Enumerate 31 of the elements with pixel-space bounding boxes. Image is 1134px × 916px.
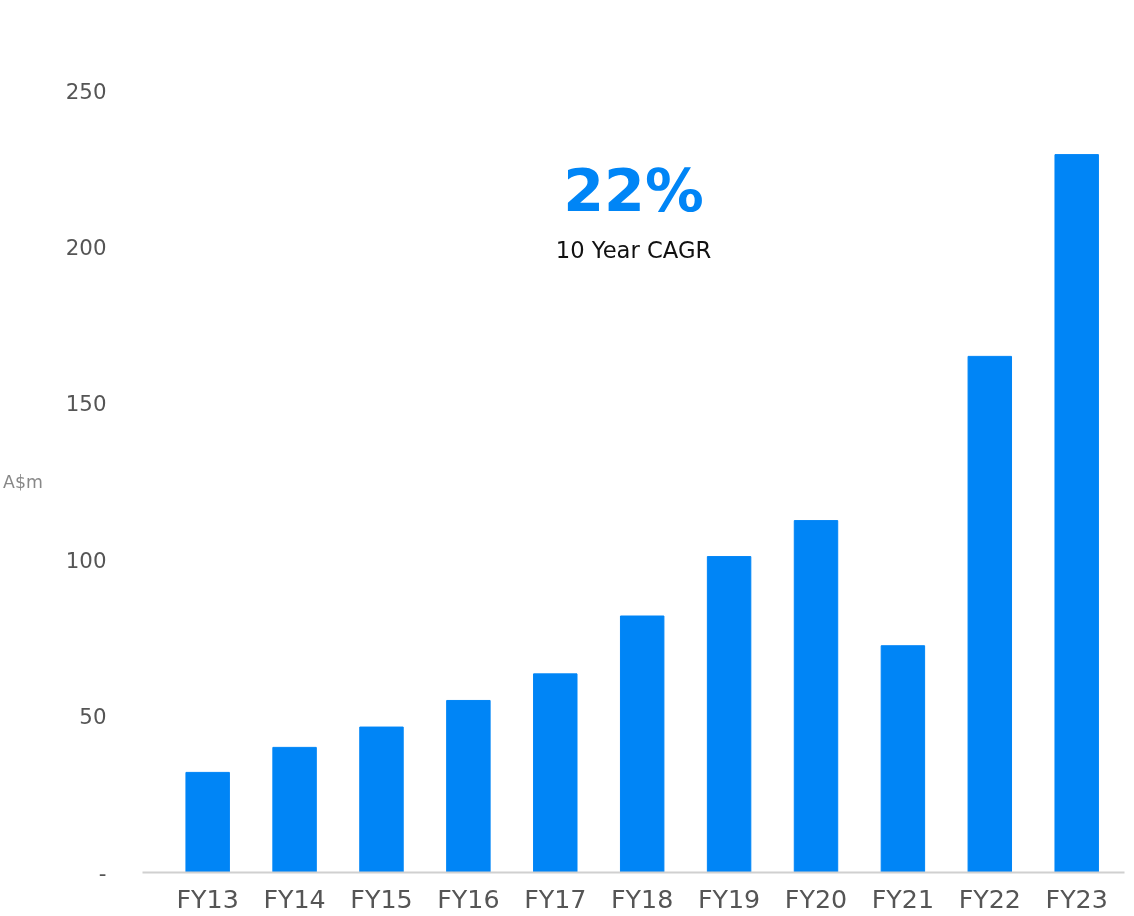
x-tick-label: FY13: [176, 883, 239, 914]
y-axis-title: A$m: [3, 471, 43, 492]
x-tick-label: FY16: [437, 883, 500, 914]
x-tick-label: FY20: [784, 883, 848, 914]
bar: [967, 355, 1013, 873]
y-tick-label: 200: [65, 234, 107, 260]
bar: [793, 520, 839, 873]
x-tick-label: FY21: [871, 883, 935, 914]
annotation: 10 Year CAGR: [555, 237, 712, 264]
x-tick-label: FY17: [524, 883, 587, 914]
x-tick-label: FY22: [958, 883, 1021, 914]
bar: [533, 673, 578, 873]
bar: [446, 699, 491, 873]
bar: [185, 771, 230, 873]
annotation: 22%: [563, 156, 704, 225]
x-tick-label: FY15: [350, 883, 413, 914]
y-tick-label: 250: [65, 78, 107, 104]
bar: [359, 726, 404, 873]
y-tick-label: -: [98, 860, 107, 886]
x-tick-label: FY23: [1045, 883, 1108, 914]
y-tick-label: 100: [65, 547, 107, 573]
bar: [272, 746, 317, 873]
y-tick-label: 150: [65, 391, 107, 417]
y-tick-label: 50: [79, 704, 107, 730]
bar: [1054, 154, 1099, 873]
x-tick-label: FY19: [697, 883, 761, 914]
x-tick-label: FY18: [611, 883, 674, 914]
bar: [880, 645, 926, 873]
bar: [619, 615, 665, 873]
x-tick-label: FY14: [263, 883, 326, 914]
bar: [706, 556, 752, 873]
